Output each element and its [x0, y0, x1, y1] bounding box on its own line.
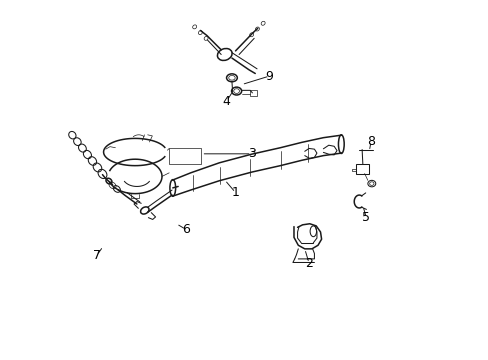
Text: 6: 6: [182, 223, 190, 236]
Text: 7: 7: [93, 249, 101, 262]
Bar: [169, 148, 201, 163]
Text: 3: 3: [247, 147, 255, 160]
Text: 2: 2: [305, 257, 312, 270]
Bar: [250, 90, 257, 96]
Text: 8: 8: [366, 135, 374, 148]
Text: 1: 1: [231, 186, 239, 199]
Bar: [356, 164, 368, 174]
Text: 9: 9: [265, 69, 273, 82]
Text: 4: 4: [222, 95, 230, 108]
Text: 5: 5: [362, 211, 370, 224]
